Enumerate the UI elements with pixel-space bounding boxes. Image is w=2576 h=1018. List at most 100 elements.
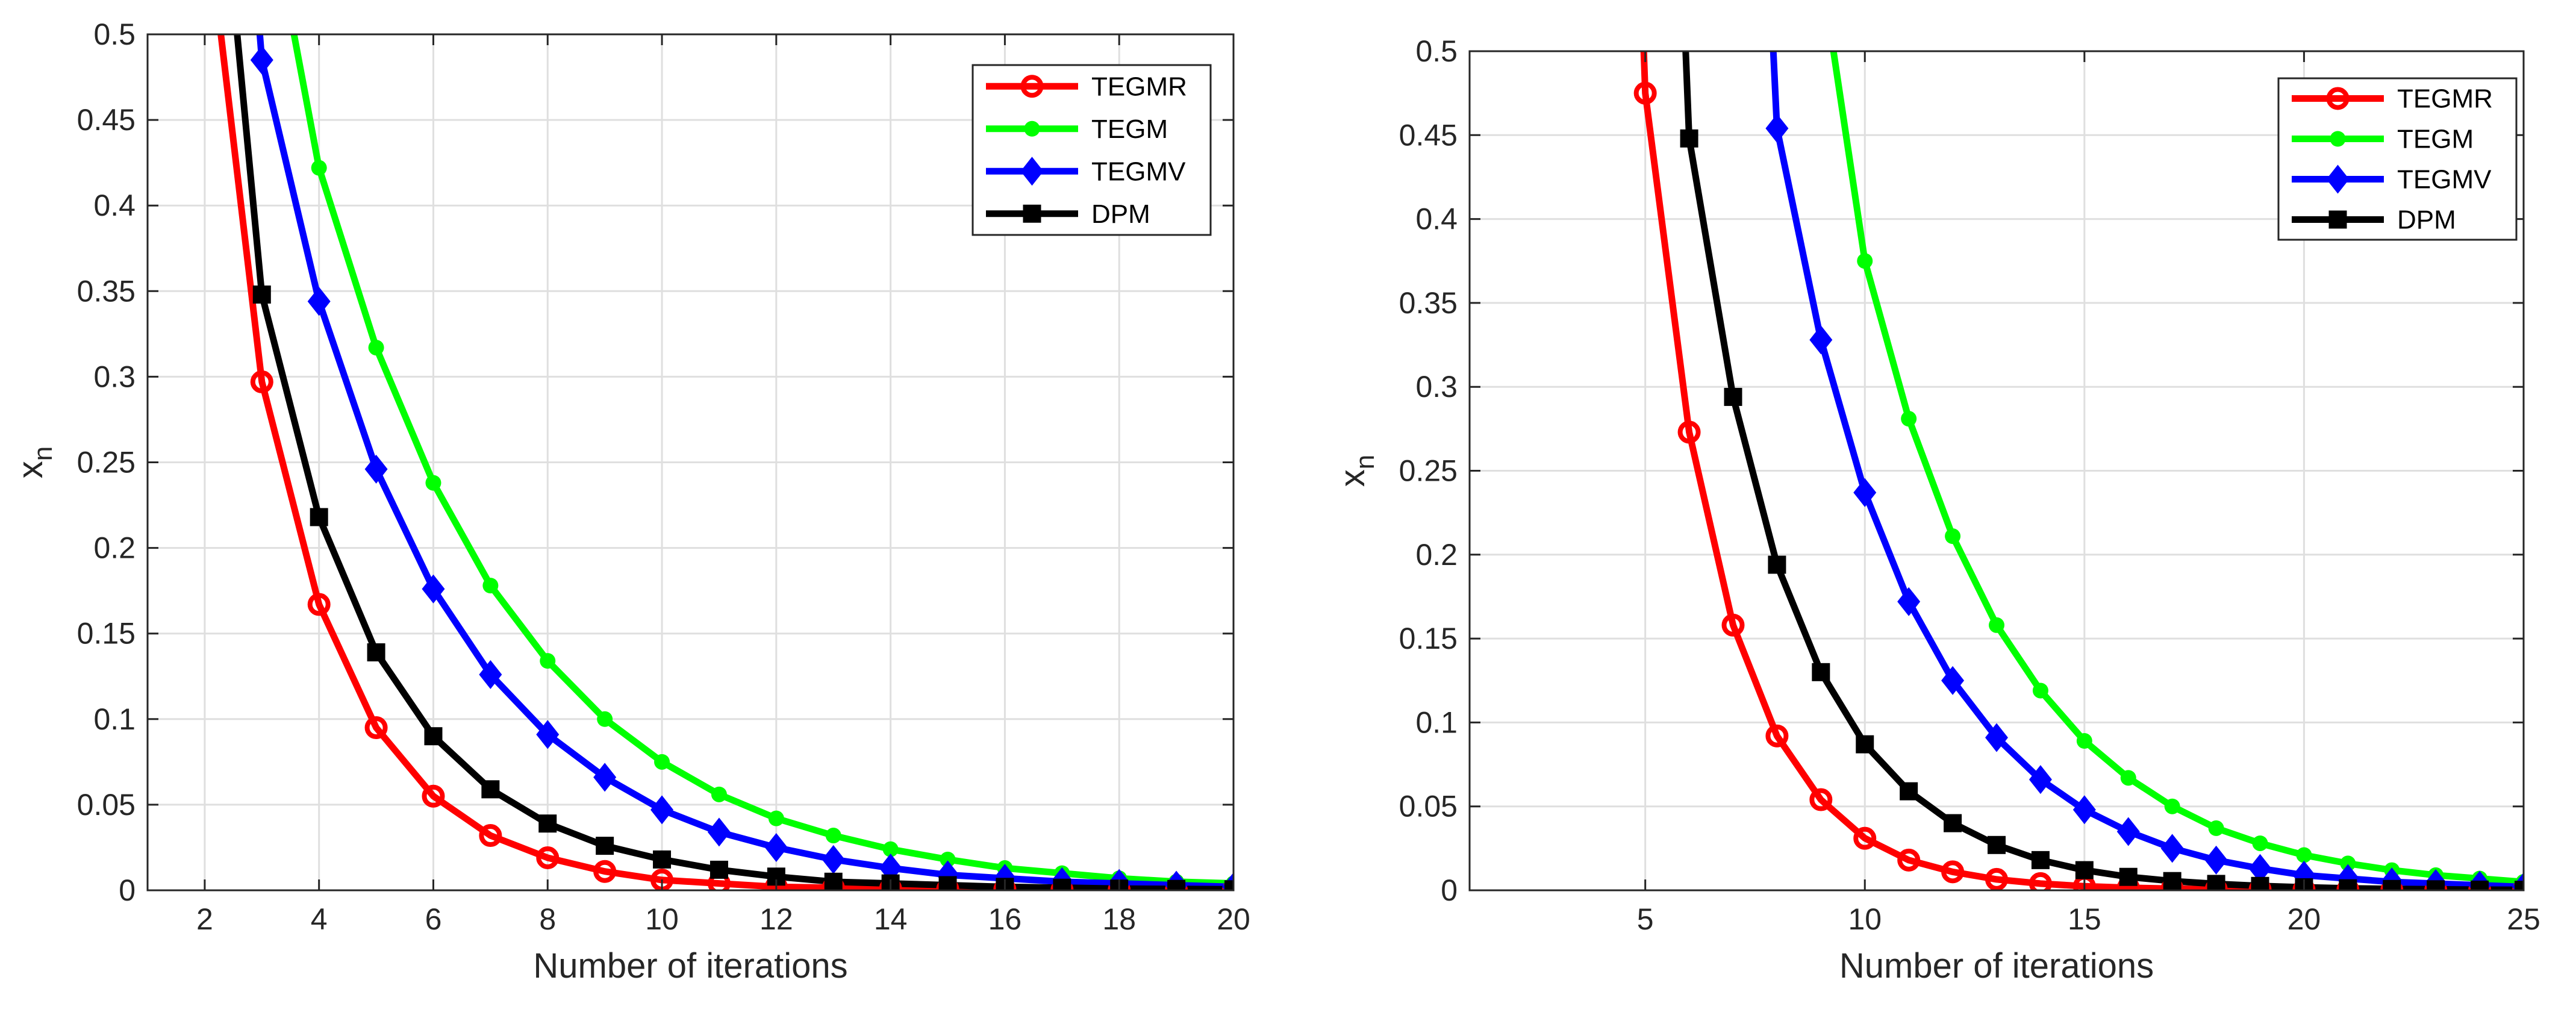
data-point-tegmv xyxy=(1765,114,1789,143)
y-tick-label: 0.25 xyxy=(77,446,136,479)
data-point-tegmr xyxy=(1941,860,1965,884)
legend-label: TEGM xyxy=(2397,125,2474,154)
x-tick-label: 12 xyxy=(759,902,793,936)
data-point-dpm xyxy=(2339,879,2357,890)
data-point-tegm xyxy=(1945,528,1961,545)
legend-label: TEGMR xyxy=(2397,84,2493,114)
x-tick-label: 6 xyxy=(425,902,442,936)
legend-box xyxy=(2277,77,2518,241)
legend-item-tegmv: TEGMV xyxy=(2292,164,2492,195)
data-point-tegm xyxy=(1901,411,1917,427)
y-axis-title-main: x xyxy=(11,461,50,478)
data-point-tegmr xyxy=(1985,867,2008,890)
data-point-dpm xyxy=(1900,782,1918,801)
y-tick-label: 0.05 xyxy=(77,788,136,822)
y-tick-label: 0.5 xyxy=(1415,34,1458,68)
data-point-dpm xyxy=(1944,814,1962,832)
y-tick-label: 0 xyxy=(1441,873,1458,907)
data-point-tegmr xyxy=(1677,420,1701,444)
x-axis-title: Number of iterations xyxy=(1839,946,2154,985)
data-point-tegm xyxy=(825,828,841,844)
data-point-dpm xyxy=(1680,129,1698,148)
legend: TEGMR TEGM TEGMV DPM xyxy=(2277,77,2518,241)
data-point-tegmv xyxy=(2204,845,2228,875)
data-point-tegmr xyxy=(1633,81,1657,105)
data-point-tegmr xyxy=(1853,826,1877,850)
y-tick-label: 0.2 xyxy=(93,531,136,565)
data-point-tegmr xyxy=(479,824,502,848)
legend-item-tegmr: TEGMR xyxy=(2292,84,2493,114)
data-point-tegm xyxy=(940,851,956,867)
x-tick-label: 16 xyxy=(988,902,1022,936)
legend-item-dpm: DPM xyxy=(986,199,1150,229)
data-point-tegmr xyxy=(250,370,273,393)
x-tick-label: 20 xyxy=(1217,902,1250,936)
data-point-tegmr xyxy=(364,716,388,740)
data-point-tegmv xyxy=(307,287,331,316)
x-tick-label: 25 xyxy=(2507,902,2540,936)
data-point-dpm xyxy=(1856,735,1874,754)
data-point-tegmv xyxy=(2116,817,2140,846)
x-axis-title: Number of iterations xyxy=(533,946,847,985)
y-axis-title: xn xyxy=(11,446,58,478)
x-tick-label: 4 xyxy=(311,902,328,936)
data-point-tegm xyxy=(482,578,499,594)
legend-item-tegmr: TEGMR xyxy=(986,72,1187,101)
legend-label: TEGMR xyxy=(1091,72,1187,101)
data-point-dpm xyxy=(1812,663,1830,681)
x-tick-label: 15 xyxy=(2068,902,2101,936)
data-point-tegm xyxy=(2120,770,2136,786)
data-point-tegm xyxy=(540,653,556,669)
y-tick-label: 0.1 xyxy=(1415,705,1458,739)
data-point-dpm xyxy=(2427,880,2445,890)
data-point-dpm xyxy=(424,727,443,746)
data-point-dpm xyxy=(1167,879,1186,890)
legend-swatch-marker xyxy=(2330,131,2346,147)
x-tick-label: 18 xyxy=(1102,902,1136,936)
data-point-dpm xyxy=(310,508,328,526)
legend-swatch-marker xyxy=(1020,157,1044,186)
data-point-tegmr xyxy=(1765,724,1789,748)
data-point-tegm xyxy=(654,754,670,770)
data-point-dpm xyxy=(2163,872,2181,890)
legend-label: TEGMV xyxy=(1091,157,1186,186)
data-point-tegm xyxy=(597,711,613,727)
data-point-dpm xyxy=(2119,867,2138,886)
legend-item-tegm: TEGM xyxy=(2292,125,2474,154)
legend-swatch-marker xyxy=(1023,204,1041,223)
legend-box xyxy=(971,64,1212,236)
y-tick-label: 0.5 xyxy=(93,17,136,51)
data-point-dpm xyxy=(252,285,271,304)
legend-label: DPM xyxy=(2397,205,2456,235)
legend-swatch-marker xyxy=(2328,210,2347,229)
x-tick-label: 10 xyxy=(1848,902,1882,936)
legend-label: DPM xyxy=(1091,199,1150,229)
data-point-dpm xyxy=(709,860,728,879)
y-axis-title-subscript: n xyxy=(1350,455,1380,469)
y-tick-label: 0.35 xyxy=(77,274,136,308)
data-point-tegmr xyxy=(536,846,560,870)
data-point-dpm xyxy=(1724,387,1742,406)
y-tick-label: 0.35 xyxy=(1399,286,1458,320)
y-tick-label: 0.4 xyxy=(93,189,136,222)
y-tick-label: 0.2 xyxy=(1415,538,1458,572)
data-point-dpm xyxy=(824,872,843,890)
data-point-dpm xyxy=(1768,555,1786,574)
data-point-tegmv xyxy=(2248,854,2272,883)
data-point-tegm xyxy=(425,475,441,491)
x-tick-label: 14 xyxy=(874,902,908,936)
data-point-tegm xyxy=(2296,847,2312,863)
y-tick-label: 0.1 xyxy=(93,702,136,736)
y-tick-label: 0.45 xyxy=(1399,118,1458,152)
x-tick-label: 10 xyxy=(645,902,679,936)
data-point-dpm xyxy=(2471,880,2489,890)
data-point-dpm xyxy=(1224,880,1233,890)
x-tick-label: 8 xyxy=(539,902,556,936)
y-tick-label: 0 xyxy=(119,873,136,907)
legend-item-tegmv: TEGMV xyxy=(986,157,1186,186)
y-tick-label: 0.15 xyxy=(1399,622,1458,655)
data-point-tegmv xyxy=(479,660,502,689)
y-axis-title-main: x xyxy=(1333,469,1372,487)
data-point-dpm xyxy=(538,814,557,833)
